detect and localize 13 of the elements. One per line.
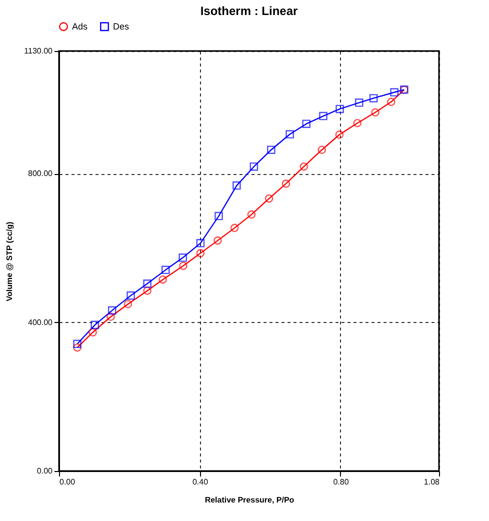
x-tick-label: 1.08: [424, 478, 440, 486]
x-tick-label: 0.00: [60, 478, 76, 486]
legend-label: Des: [113, 22, 130, 32]
y-tick-label: 400.00: [28, 318, 54, 327]
y-tick-label: 800.00: [28, 169, 54, 178]
y-tick-label: 0.00: [36, 466, 54, 476]
x-tick-label: 0.40: [192, 478, 209, 486]
x-tick-label: 0.80: [333, 478, 350, 486]
x-axis-title: Relative Pressure, P/Po: [204, 496, 294, 504]
chart-title: Isotherm : Linear: [200, 4, 298, 18]
legend-label: Ads: [72, 22, 88, 32]
y-axis-title: Volume @ STP (cc/g): [5, 221, 14, 302]
y-tick-label: 1130.00: [24, 46, 54, 56]
